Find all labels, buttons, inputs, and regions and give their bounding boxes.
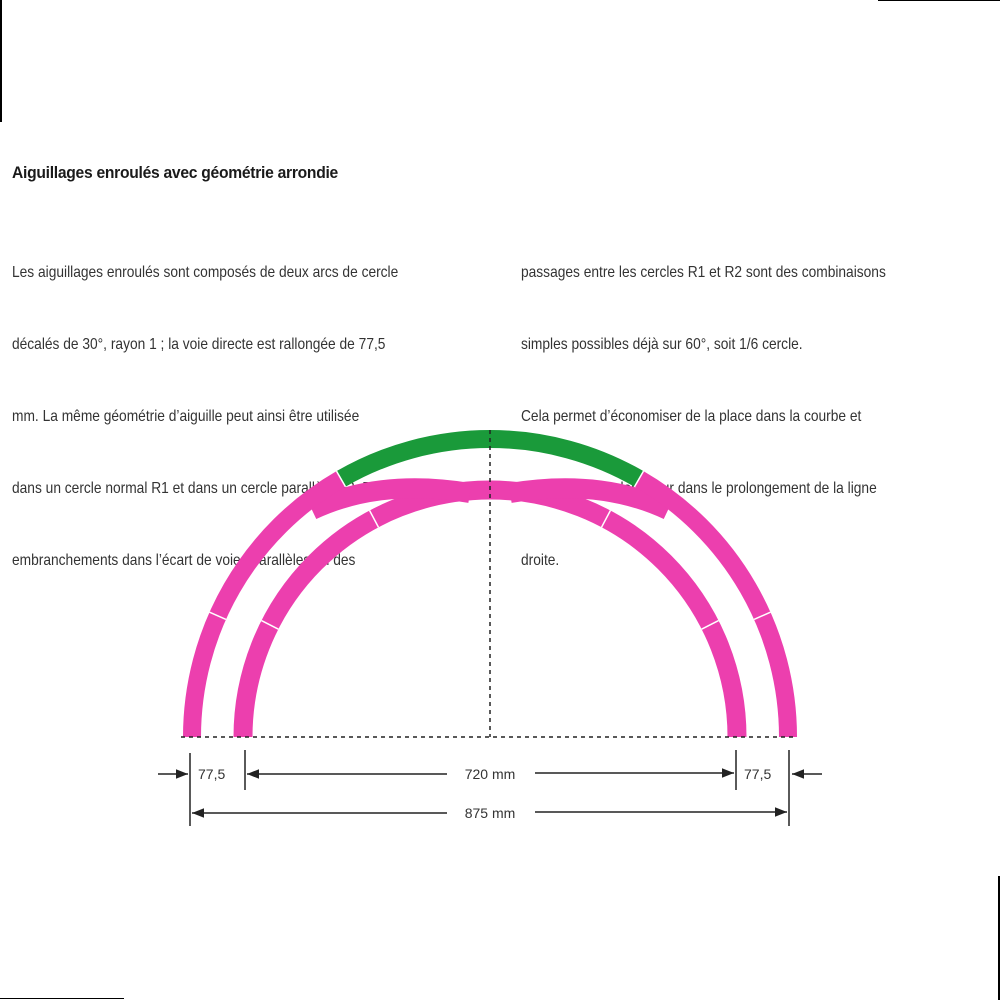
dim-875: 875 mm xyxy=(465,805,516,821)
rail-joint xyxy=(335,470,347,488)
scan-edge-bottom-left xyxy=(0,998,124,999)
right-crossover-track xyxy=(508,478,673,520)
left-crossover-track xyxy=(307,478,472,520)
scan-edge-right xyxy=(998,876,1000,1000)
dim-720: 720 mm xyxy=(465,766,516,782)
text-line: embranchements dans l’écart de voies par… xyxy=(12,552,356,569)
text-line: Les aiguillages enroulés sont composés d… xyxy=(12,264,399,281)
text-line: passages entre les cercles R1 et R2 sont… xyxy=(521,264,886,281)
rail-joint xyxy=(753,611,771,621)
text-line: simples possibles déjà sur 60°, soit 1/6… xyxy=(521,336,803,353)
dim-left-offset: 77,5 xyxy=(198,766,225,782)
text-line: droite. xyxy=(521,552,560,569)
rail-joint xyxy=(633,470,645,488)
rail-joint xyxy=(600,510,612,528)
dim-right-offset: 77,5 xyxy=(744,766,771,782)
outer-track-right-arc xyxy=(634,471,797,738)
text-line: Cela permet d’économiser de la place dan… xyxy=(521,408,862,425)
rail-joint xyxy=(209,611,227,621)
section-title: Aiguillages enroulés avec géométrie arro… xyxy=(12,163,338,182)
outer-track-left-arc xyxy=(183,471,346,738)
rail-joint xyxy=(368,510,380,528)
text-line: mm. La même géométrie d’aiguille peut ai… xyxy=(12,408,360,425)
tracks xyxy=(183,430,797,738)
scan-edge-top-right xyxy=(878,0,1000,1)
rail-joint xyxy=(701,619,719,630)
scan-edge-left xyxy=(0,0,2,122)
text-column-1: Les aiguillages enroulés sont composés d… xyxy=(12,213,398,597)
text-line: décalés de 30°, rayon 1 ; la voie direct… xyxy=(12,336,386,353)
rail-joint xyxy=(261,619,279,630)
guide-lines xyxy=(181,430,797,738)
dimension-lines xyxy=(158,750,822,826)
